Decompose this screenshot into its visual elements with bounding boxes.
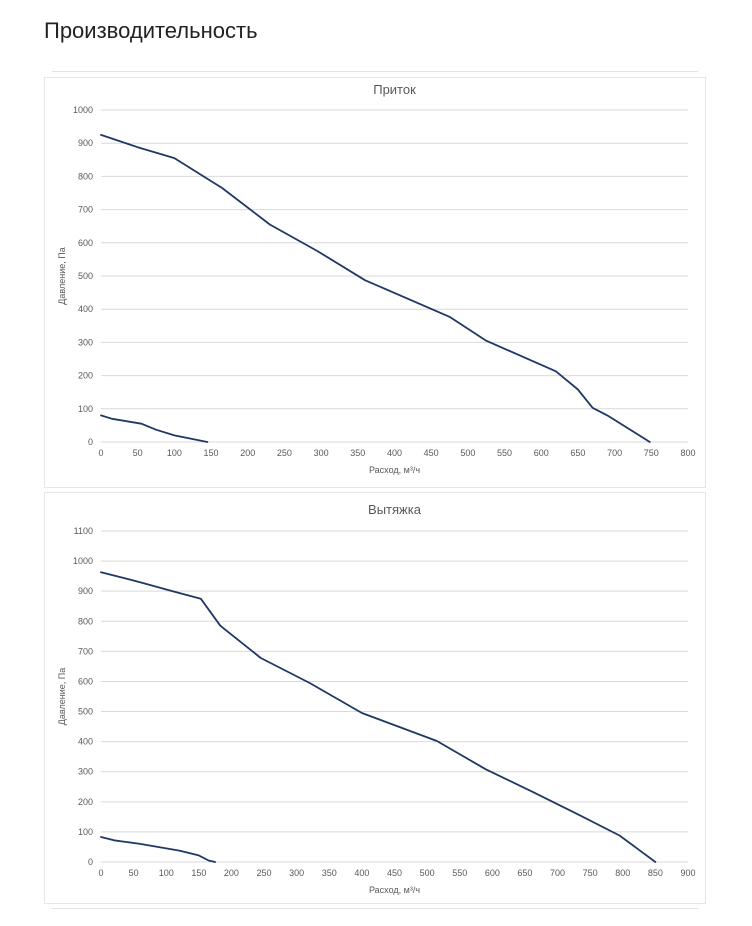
y-tick-label: 100: [78, 404, 93, 414]
y-tick-label: 100: [78, 827, 93, 837]
x-tick-label: 450: [387, 868, 402, 878]
x-tick-label: 250: [257, 868, 272, 878]
x-tick-label: 700: [550, 868, 565, 878]
x-tick-label: 350: [322, 868, 337, 878]
y-tick-label: 700: [78, 646, 93, 656]
chart-title: Вытяжка: [368, 502, 422, 517]
y-tick-label: 200: [78, 797, 93, 807]
series-line: [100, 414, 209, 443]
x-tick-label: 50: [133, 448, 143, 458]
page-title: Производительность: [44, 18, 258, 43]
x-tick-label: 250: [277, 448, 292, 458]
x-tick-label: 0: [98, 448, 103, 458]
x-tick-label: 150: [204, 448, 219, 458]
x-tick-label: 850: [648, 868, 663, 878]
y-tick-label: 1000: [73, 105, 93, 115]
x-tick-label: 400: [387, 448, 402, 458]
x-tick-label: 50: [129, 868, 139, 878]
x-tick-label: 450: [424, 448, 439, 458]
series-line: [100, 571, 657, 863]
chart-exhaust: 0 100 200 300 400 500 600 700 800 900 1000 1100 0 50 1…: [44, 492, 706, 904]
x-tick-label: 100: [159, 868, 174, 878]
divider: [52, 908, 698, 909]
x-tick-label: 200: [224, 868, 239, 878]
x-tick-label: 500: [420, 868, 435, 878]
x-tick-label: 800: [680, 448, 695, 458]
y-tick-label: 200: [78, 371, 93, 381]
y-axis-label: Давление, Па: [57, 247, 67, 304]
y-tick-label: 500: [78, 707, 93, 717]
x-axis-label: Расход, м³/ч: [369, 885, 420, 895]
y-tick-label: 500: [78, 271, 93, 281]
y-tick-label: 300: [78, 337, 93, 347]
x-tick-label: 600: [534, 448, 549, 458]
chart-supply: 0 100 200 300 400 500 600 700 800 900 1000 0 50 100 15…: [44, 77, 706, 488]
x-tick-label: 200: [240, 448, 255, 458]
x-tick-label: 900: [680, 868, 695, 878]
x-tick-label: 0: [98, 868, 103, 878]
y-tick-label: 300: [78, 767, 93, 777]
x-tick-label: 350: [350, 448, 365, 458]
y-tick-label: 900: [78, 586, 93, 596]
x-axis-label: Расход, м³/ч: [369, 465, 420, 475]
y-tick-label: 0: [88, 437, 93, 447]
x-tick-label: 150: [191, 868, 206, 878]
x-tick-label: 750: [644, 448, 659, 458]
y-tick-label: 400: [78, 304, 93, 314]
x-tick-label: 800: [615, 868, 630, 878]
x-tick-label: 100: [167, 448, 182, 458]
x-tick-label: 650: [570, 448, 585, 458]
y-tick-label: 800: [78, 616, 93, 626]
y-tick-label: 600: [78, 676, 93, 686]
y-tick-label: 600: [78, 238, 93, 248]
y-tick-label: 1100: [74, 526, 93, 536]
y-tick-label: 700: [78, 205, 93, 215]
y-tick-label: 800: [78, 171, 93, 181]
y-tick-label: 900: [78, 138, 93, 148]
x-tick-label: 300: [314, 448, 329, 458]
x-tick-label: 600: [485, 868, 500, 878]
chart-exhaust-svg: 0 100 200 300 400 500 600 700 800 900 1000 1100 0 50 1…: [57, 502, 696, 895]
series-line: [100, 134, 651, 443]
series-line: [100, 836, 217, 863]
x-tick-label: 500: [460, 448, 475, 458]
x-tick-label: 400: [354, 868, 369, 878]
y-axis-label: Давление, Па: [57, 668, 67, 725]
chart-title: Приток: [373, 82, 416, 97]
chart-supply-svg: 0 100 200 300 400 500 600 700 800 900 1000 0 50 100 15…: [57, 82, 696, 475]
y-tick-label: 400: [78, 737, 93, 747]
x-tick-label: 300: [289, 868, 304, 878]
x-tick-label: 550: [497, 448, 512, 458]
divider: [52, 71, 698, 72]
x-tick-label: 700: [607, 448, 622, 458]
y-tick-label: 0: [88, 857, 93, 867]
x-tick-label: 650: [517, 868, 532, 878]
x-tick-label: 750: [583, 868, 598, 878]
x-tick-label: 550: [452, 868, 467, 878]
y-tick-label: 1000: [73, 556, 93, 566]
